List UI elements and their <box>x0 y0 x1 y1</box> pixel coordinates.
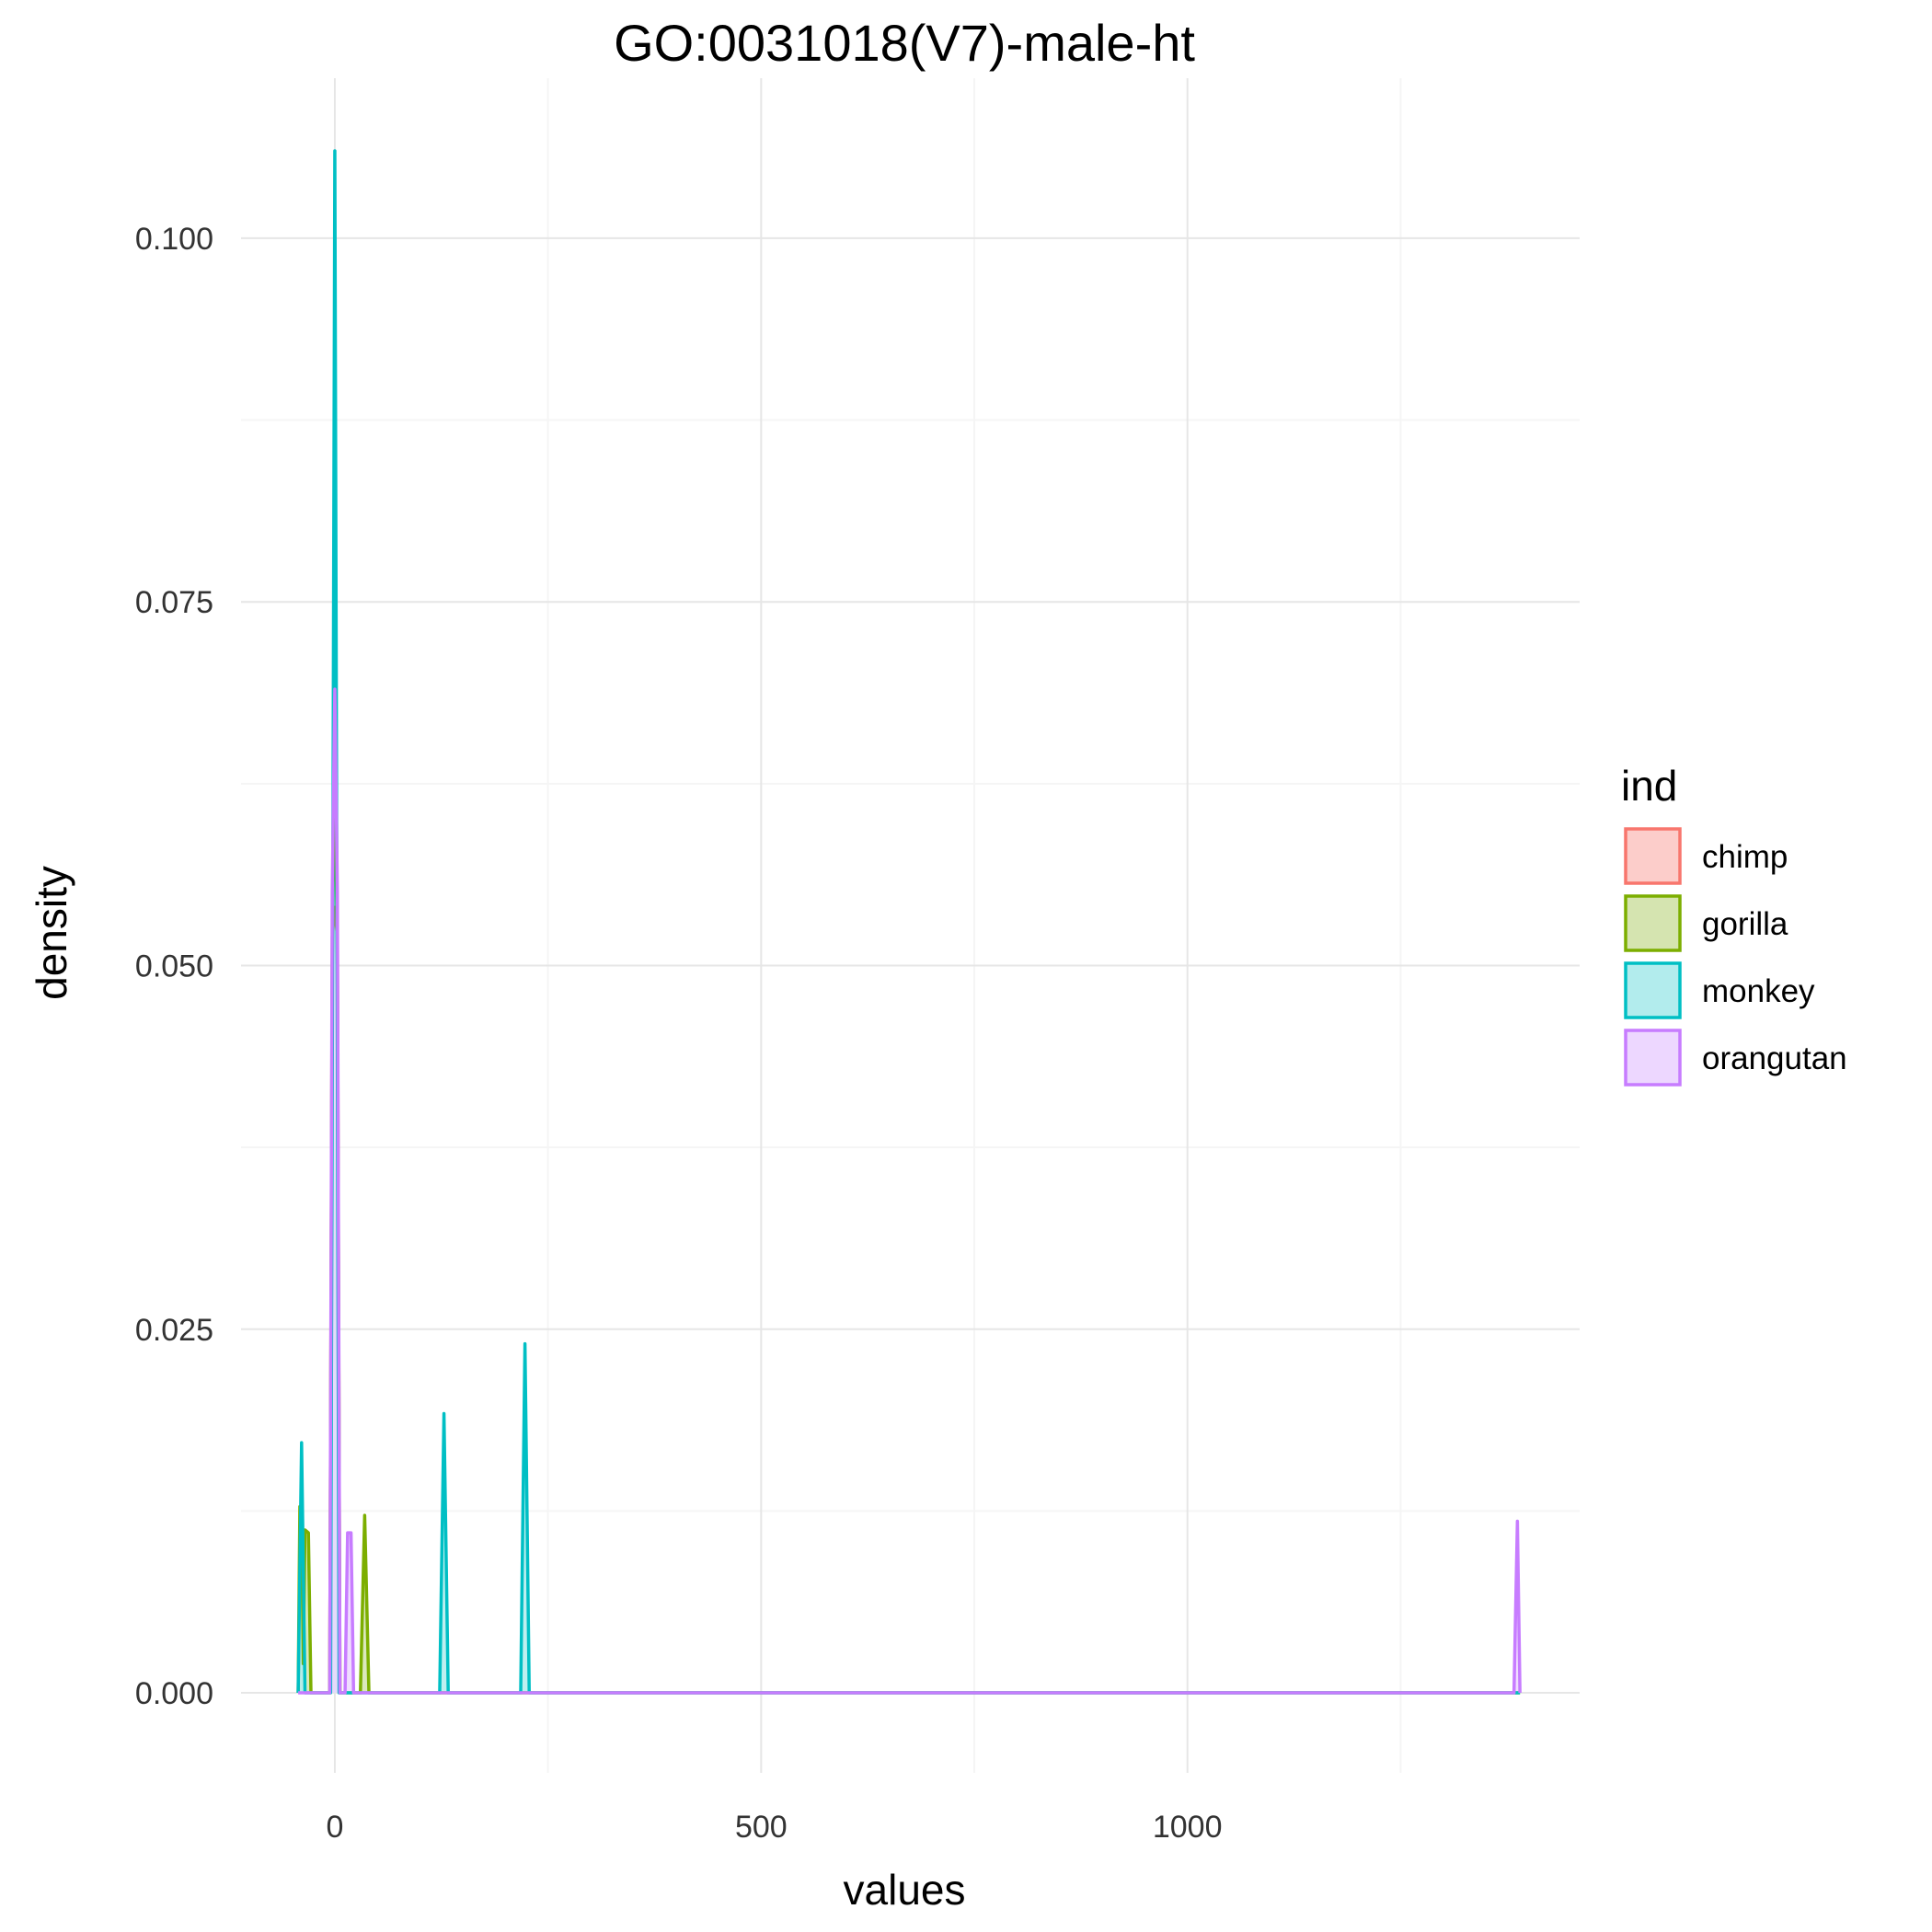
x-tick-label: 1000 <box>1153 1810 1223 1845</box>
legend-title: ind <box>1621 762 1677 810</box>
legend-swatch-orangutan <box>1624 1029 1682 1087</box>
y-tick-label: 0.100 <box>135 222 213 257</box>
x-axis-title: values <box>844 1866 966 1914</box>
legend-item-monkey: monkey <box>1623 960 1815 1020</box>
legend-label-gorilla: gorilla <box>1702 906 1788 942</box>
density-area-monkey <box>298 151 1521 1694</box>
legend-item-chimp: chimp <box>1623 826 1788 886</box>
legend-label-orangutan: orangutan <box>1702 1041 1847 1076</box>
y-tick-label: 0.050 <box>135 949 213 983</box>
legend-swatch-monkey <box>1624 961 1682 1019</box>
legend-item-orangutan: orangutan <box>1623 1028 1847 1087</box>
legend-swatch-chimp <box>1624 827 1682 885</box>
density-area-orangutan <box>298 689 1521 1694</box>
y-tick-label: 0.025 <box>135 1313 213 1348</box>
legend-label-monkey: monkey <box>1702 973 1815 1009</box>
y-tick-label: 0.075 <box>135 585 213 620</box>
y-axis-title: density <box>28 866 75 1000</box>
density-area-gorilla <box>298 732 1521 1694</box>
density-series <box>296 149 1522 1695</box>
y-axis-tick-labels: 0.000 0.025 0.050 0.075 0.100 <box>135 222 213 1711</box>
density-line-gorilla <box>296 730 1521 1695</box>
legend-label-chimp: chimp <box>1702 839 1788 875</box>
x-tick-label: 0 <box>326 1810 343 1845</box>
x-axis-tick-labels: 0 500 1000 <box>326 1810 1222 1845</box>
legend-items: chimp gorilla monkey orangutan <box>1623 826 1847 1087</box>
density-line-monkey <box>296 149 1521 1695</box>
minor-gridlines <box>241 78 1580 1773</box>
density-line-orangutan <box>298 687 1522 1695</box>
chart-title: GO:0031018(V7)-male-ht <box>614 14 1195 72</box>
y-tick-label: 0.000 <box>135 1676 213 1711</box>
legend: ind chimp gorilla monkey orangutan <box>1621 762 1847 1087</box>
x-tick-label: 500 <box>735 1810 788 1845</box>
legend-swatch-gorilla <box>1624 894 1682 952</box>
legend-item-gorilla: gorilla <box>1623 893 1788 953</box>
